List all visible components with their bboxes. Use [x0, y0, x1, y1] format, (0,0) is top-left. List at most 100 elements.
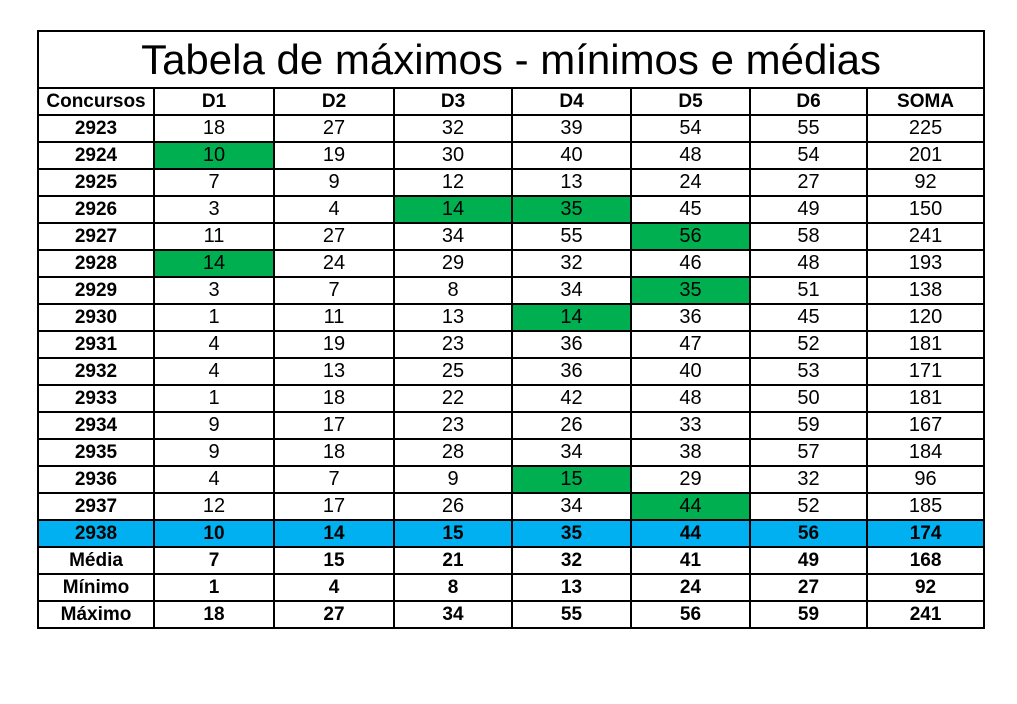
row-label: 2925 [37, 168, 155, 197]
cell: 34 [511, 438, 632, 467]
cell: 55 [511, 222, 632, 251]
cell: 52 [749, 492, 868, 521]
cell: 13 [393, 303, 513, 332]
cell: 18 [153, 114, 275, 143]
data-row: 2935 9 18 28 34 38 57 184 [37, 438, 986, 467]
cell: 33 [630, 411, 751, 440]
cell: 32 [749, 465, 868, 494]
data-row: 2925 7 9 12 13 24 27 92 [37, 168, 986, 197]
cell: 34 [511, 276, 632, 305]
cell: 10 [153, 519, 275, 548]
cell: 54 [630, 114, 751, 143]
row-label: 2937 [37, 492, 155, 521]
row-label: 2930 [37, 303, 155, 332]
data-row: 2936 4 7 9 15 29 32 96 [37, 465, 986, 494]
cell: 22 [393, 384, 513, 413]
cell: 7 [153, 168, 275, 197]
row-label: 2929 [37, 276, 155, 305]
cell: 171 [865, 357, 986, 386]
cell: 14 [511, 303, 632, 332]
cell: 55 [511, 600, 632, 629]
cell: 47 [630, 330, 751, 359]
cell: 1 [153, 573, 275, 602]
cell: 27 [273, 114, 395, 143]
cell: 181 [865, 330, 986, 359]
cell: 9 [393, 465, 513, 494]
cell: D1 [153, 87, 275, 116]
cell: 15 [273, 546, 395, 575]
cell: 14 [393, 195, 513, 224]
cell: 8 [393, 573, 513, 602]
row-label: 2927 [37, 222, 155, 251]
cell: 138 [865, 276, 986, 305]
cell: 18 [153, 600, 275, 629]
cell: 241 [865, 222, 986, 251]
data-row: 2932 4 13 25 36 40 53 171 [37, 357, 986, 386]
cell: 55 [749, 114, 868, 143]
cell: 4 [273, 195, 395, 224]
cell: 34 [393, 600, 513, 629]
cell: 58 [749, 222, 868, 251]
cell: 1 [153, 384, 275, 413]
cell: 27 [273, 600, 395, 629]
cell: 96 [865, 465, 986, 494]
cell: 59 [749, 600, 868, 629]
cell: 27 [749, 573, 868, 602]
cell: 4 [153, 357, 275, 386]
cell: 41 [630, 546, 751, 575]
summary-row: Mínimo 1 4 8 13 24 27 92 [37, 573, 986, 602]
cell: 52 [749, 330, 868, 359]
table-title: Tabela de máximos - mínimos e médias [36, 30, 986, 89]
cell: 19 [273, 141, 395, 170]
cell: 32 [393, 114, 513, 143]
cell: 12 [393, 168, 513, 197]
cell: 167 [865, 411, 986, 440]
cell: 50 [749, 384, 868, 413]
cell: 59 [749, 411, 868, 440]
cell: 184 [865, 438, 986, 467]
cell: 13 [511, 573, 632, 602]
cell: 38 [630, 438, 751, 467]
cell: 17 [273, 492, 395, 521]
cell: D5 [630, 87, 751, 116]
row-label: 2933 [37, 384, 155, 413]
cell: 27 [749, 168, 868, 197]
cell: 7 [153, 546, 275, 575]
latest-row: 2938 10 14 15 35 44 56 174 [37, 519, 986, 548]
cell: 19 [273, 330, 395, 359]
cell: 3 [153, 195, 275, 224]
cell: 28 [393, 438, 513, 467]
data-row: 2937 12 17 26 34 44 52 185 [37, 492, 986, 521]
row-label: 2934 [37, 411, 155, 440]
cell: SOMA [865, 87, 986, 116]
cell: 8 [393, 276, 513, 305]
cell: 11 [273, 303, 395, 332]
cell: 4 [153, 465, 275, 494]
row-label: Mínimo [37, 573, 155, 602]
row-label: 2931 [37, 330, 155, 359]
cell: 54 [749, 141, 868, 170]
cell: 24 [630, 573, 751, 602]
cell: 225 [865, 114, 986, 143]
data-row: 2924 10 19 30 40 48 54 201 [37, 141, 986, 170]
cell: 174 [865, 519, 986, 548]
cell: 29 [393, 249, 513, 278]
data-row: 2930 1 11 13 14 36 45 120 [37, 303, 986, 332]
cell: 23 [393, 330, 513, 359]
cell: D3 [393, 87, 513, 116]
data-row: 2927 11 27 34 55 56 58 241 [37, 222, 986, 251]
cell: 7 [273, 465, 395, 494]
cell: 9 [273, 168, 395, 197]
cell: 193 [865, 249, 986, 278]
row-label: 2932 [37, 357, 155, 386]
cell: 26 [393, 492, 513, 521]
cell: 23 [393, 411, 513, 440]
cell: 13 [511, 168, 632, 197]
cell: 36 [511, 357, 632, 386]
cell: 168 [865, 546, 986, 575]
cell: 1 [153, 303, 275, 332]
cell: 4 [153, 330, 275, 359]
cell: 241 [865, 600, 986, 629]
cell: 40 [630, 357, 751, 386]
cell: 14 [273, 519, 395, 548]
